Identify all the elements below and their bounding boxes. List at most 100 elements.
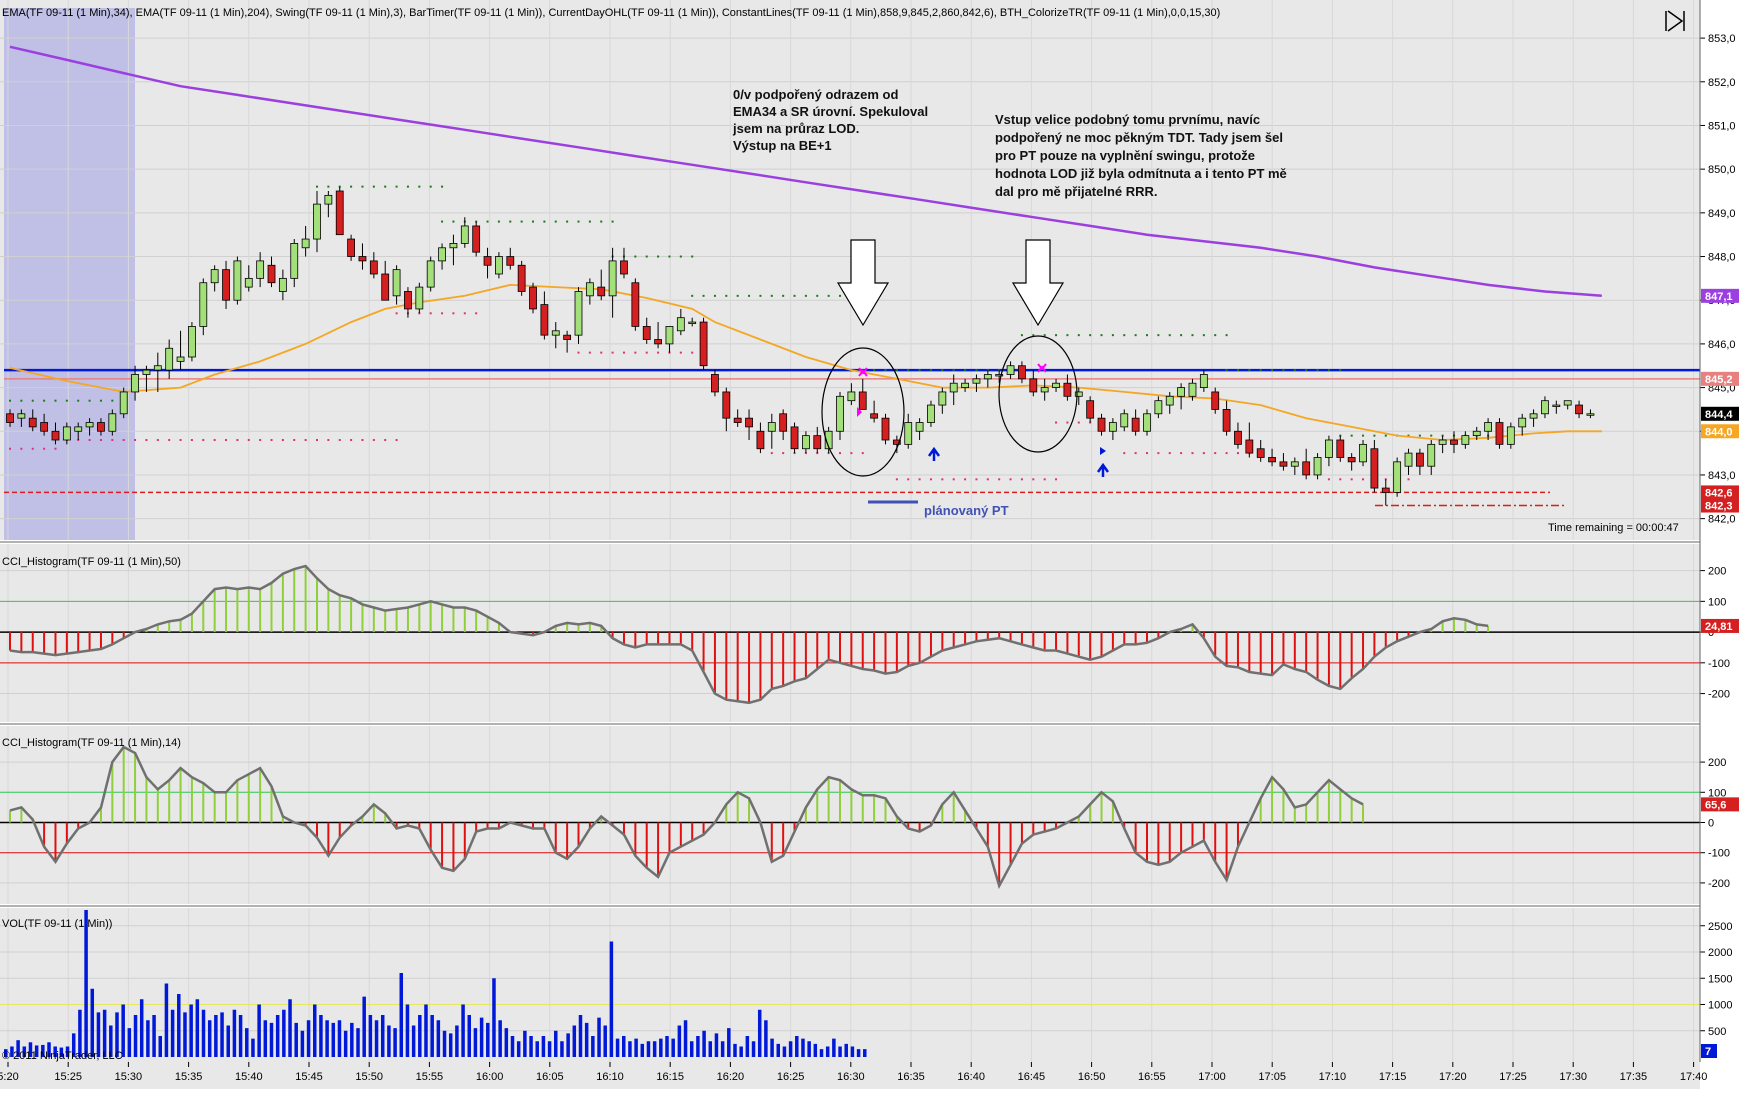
volume-bar [547, 1041, 552, 1057]
swing-high-dot [566, 220, 569, 223]
swing-high-dot [350, 185, 353, 188]
swing-high-dot [713, 294, 716, 297]
volume-bar [300, 1030, 305, 1057]
x-tick-label: 17:40 [1680, 1071, 1708, 1083]
volume-bar [84, 910, 88, 1057]
value-label-box [1701, 797, 1739, 812]
price-axis: 842,0843,0844,0845,0846,0847,0848,0849,0… [1700, 33, 1739, 526]
volume-bar [430, 1015, 434, 1057]
candle-body [585, 282, 594, 297]
candle-body [1586, 413, 1595, 416]
volume-bar [158, 1036, 162, 1057]
swing-low-dot [281, 439, 284, 441]
candle-body [517, 264, 526, 292]
volume-bar [461, 1004, 465, 1057]
volume-bar [34, 1045, 39, 1057]
candle-body [404, 291, 412, 310]
swing-high-dot [725, 294, 728, 297]
swing-low-dot [1146, 452, 1148, 455]
swing-low-dot [1362, 478, 1365, 481]
candle-body [210, 269, 219, 284]
cci-line [9, 745, 1364, 890]
swing-high-dot [1259, 369, 1262, 372]
swing-high-dot [1191, 334, 1194, 337]
volume-bar [510, 1036, 515, 1057]
candle-body [1495, 422, 1504, 445]
swing-low-dot [327, 439, 330, 441]
y-tick-label: 2000 [1708, 947, 1732, 959]
tdt-marker-icon [858, 367, 868, 377]
price-label-box [1701, 485, 1739, 500]
x-tick-label: 15:30 [115, 1071, 143, 1083]
swing-high-dot [600, 220, 603, 223]
x-tick-label: 16:20 [717, 1071, 745, 1083]
swing-high-dot [441, 185, 444, 188]
swing-low-dot [782, 452, 785, 455]
swing-low-dot [1020, 478, 1023, 481]
swing-low-dot [850, 452, 853, 455]
swing-high-dot [588, 220, 591, 223]
swing-low-dot [577, 351, 580, 354]
candle-body [1154, 400, 1163, 415]
candle-body [722, 391, 731, 419]
swing-low-dot [1168, 452, 1171, 455]
swing-low-dot [634, 351, 637, 354]
price-label: 845,2 [1705, 374, 1733, 386]
volume-bar [226, 1025, 230, 1057]
scroll-to-end-icon[interactable] [1665, 10, 1685, 32]
price-axis-bg [1700, 0, 1752, 1089]
swing-low-dot [145, 439, 148, 441]
volume-bar [263, 1020, 268, 1057]
annotation2-line: dal pro mě přijatelné RRR. [995, 184, 1158, 199]
swing-low-dot [861, 452, 864, 455]
candle-body [1484, 422, 1492, 432]
volume-bar [220, 1012, 224, 1057]
price-label-box [1701, 498, 1739, 513]
swing-high-dot [520, 220, 523, 223]
swing-high-dot [54, 399, 57, 402]
candle-body [1393, 461, 1402, 493]
candle-body [631, 282, 640, 327]
volume-bar [393, 1028, 397, 1057]
volume-bar [591, 1036, 595, 1057]
swing-low-dot [1055, 478, 1058, 481]
volume-bar [516, 1041, 521, 1057]
x-tick-label: 16:30 [837, 1071, 865, 1083]
volume-panel-bg [0, 908, 1700, 1062]
swing-low-dot [247, 439, 250, 441]
volume-bar [751, 1041, 756, 1057]
swing-low-dot [236, 439, 239, 441]
swing-low-dot [1055, 421, 1058, 424]
swing-high-dot [964, 369, 967, 372]
swing-high-dot [1123, 334, 1126, 337]
swing-low-dot [259, 439, 262, 441]
volume-bar [714, 1033, 719, 1057]
volume-bar [856, 1049, 861, 1057]
time-axis: 5:20 15:25 15:30 15:35 15:40 15:45 15:50 15:55 1… [0, 1062, 1707, 1083]
swing-high-dot [793, 294, 796, 297]
volume-bar [164, 983, 169, 1057]
candle-body [1029, 378, 1038, 393]
value-label: 24,81 [1705, 621, 1733, 633]
candle-body [676, 317, 685, 332]
candle-body [506, 256, 515, 266]
candle-body [574, 291, 583, 336]
volume-bar [306, 1020, 311, 1057]
x-tick-label: 16:55 [1138, 1071, 1166, 1083]
swing-low-dot [770, 452, 773, 455]
swing-high-dot [577, 220, 580, 223]
time-axis-bg [0, 1062, 1752, 1089]
swing-low-dot [645, 351, 648, 354]
swing-high-dot [406, 185, 409, 188]
swing-low-dot [429, 312, 432, 315]
swing-low-dot [1327, 478, 1330, 481]
volume-bar [683, 1020, 688, 1057]
candle-body [51, 430, 60, 441]
x-tick-label: 16:35 [897, 1071, 925, 1083]
x-tick-label: 17:25 [1499, 1071, 1527, 1083]
volume-bar [4, 1049, 8, 1057]
volume-bar [294, 1022, 298, 1057]
price-label-box [1701, 424, 1739, 439]
x-tick-label: 15:55 [416, 1071, 444, 1083]
